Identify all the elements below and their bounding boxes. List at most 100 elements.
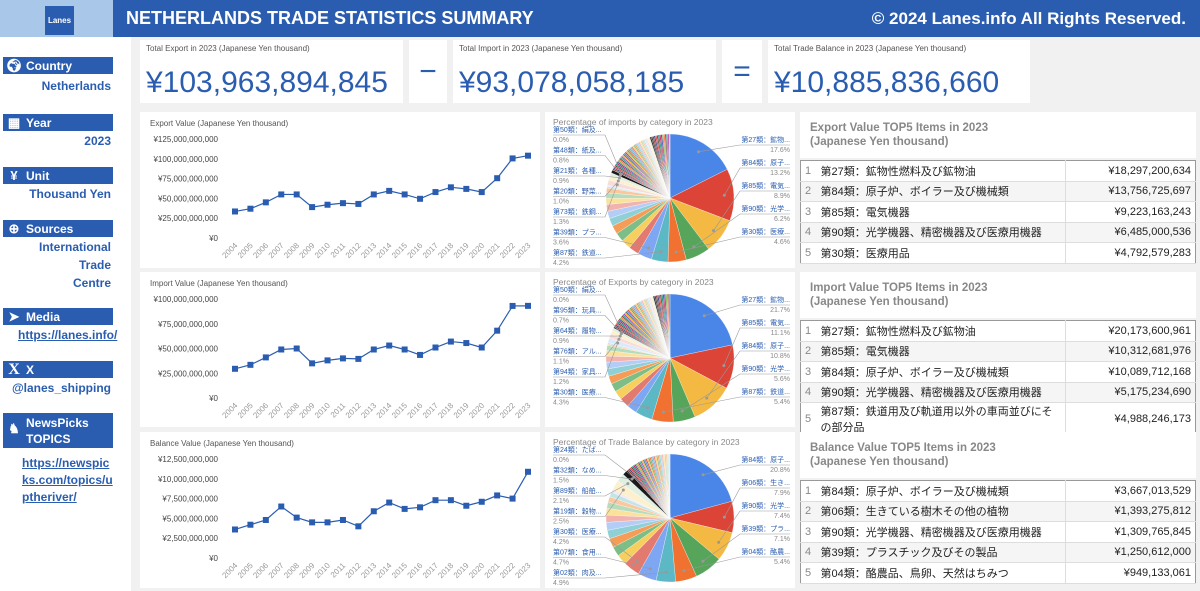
lanes-logo[interactable]: Lanes	[45, 6, 74, 35]
y-tick-label: ¥100,000,000,000	[152, 295, 218, 304]
data-point	[432, 344, 439, 351]
x-tick-label: 2012	[344, 401, 363, 420]
sources-header: ⊕ Sources	[3, 220, 113, 237]
data-point	[432, 189, 439, 196]
x-tick-label: 2015	[390, 561, 409, 580]
x-tick-label: 2009	[298, 561, 317, 580]
source-line: International	[38, 240, 111, 254]
data-point	[401, 346, 408, 353]
cell-value: ¥18,297,200,634	[1065, 160, 1196, 182]
x-tick-label: 2023	[513, 241, 532, 260]
data-point	[309, 360, 316, 367]
slice-percent: 4.6%	[774, 239, 790, 246]
kpi-value: ¥10,885,836,660	[774, 66, 1000, 99]
x-tick-label: 2023	[513, 401, 532, 420]
data-point	[355, 523, 362, 530]
country-label: Country	[26, 58, 72, 73]
x-tick-label: 2010	[313, 241, 332, 260]
leader-dot	[702, 314, 706, 318]
data-point	[417, 195, 424, 202]
newspicks-link[interactable]: https://newspic ks.com/topics/u ptheriver/	[22, 455, 113, 506]
x-tick-label: 2010	[313, 561, 332, 580]
export-pie-chart: Percentage of Exports by category in 202…	[545, 272, 795, 427]
leader-line	[553, 315, 622, 334]
leader-line	[553, 339, 620, 357]
data-point	[509, 302, 516, 309]
x-tick-label: 2022	[498, 561, 517, 580]
y-tick-label: ¥0	[208, 554, 218, 563]
data-point	[525, 152, 531, 159]
media-link[interactable]: https://lanes.info/	[18, 328, 118, 342]
data-point	[447, 497, 454, 504]
x-tick-label: 2014	[375, 401, 394, 420]
import-top5-title: Import Value TOP5 Items in 2023 (Japanese…	[800, 272, 1196, 318]
leader-dot	[722, 193, 726, 197]
slice-label: 第20類：野菜...	[553, 187, 602, 196]
import-pie-chart: Percentage of imports by category in 202…	[545, 112, 795, 268]
x-tick-label: 2017	[421, 401, 440, 420]
x-handle[interactable]: @lanes_shipping	[11, 381, 111, 395]
link-line[interactable]: https://newspic	[22, 456, 110, 470]
slice-label: 第90類：光学...	[741, 364, 790, 373]
cell-rank: 4	[800, 542, 817, 563]
leader-line	[553, 175, 620, 179]
data-point	[324, 519, 331, 526]
cell-value: ¥10,089,712,168	[1065, 361, 1196, 383]
leader-line	[553, 294, 623, 333]
slice-label: 第48類：紙及...	[553, 146, 602, 155]
cell-item: 第85類：電気機器	[816, 341, 1066, 362]
data-point	[447, 184, 454, 191]
leader-line	[553, 397, 648, 408]
import-top5-table: 1 第27類：鉱物性燃料及び鉱物油 ¥20,173,600,961 2 第85類：電気機…	[800, 320, 1196, 436]
slice-percent: 4.3%	[553, 400, 569, 407]
leader-line	[698, 144, 790, 153]
slice-percent: 7.9%	[774, 490, 790, 497]
data-point	[309, 519, 316, 526]
leader-dot	[646, 406, 650, 410]
unit-value: Thousand Yen	[29, 187, 111, 201]
cell-rank: 5	[800, 402, 817, 436]
x-tick-label: 2009	[298, 241, 317, 260]
x-tick-label: 2017	[421, 561, 440, 580]
link-line[interactable]: ptheriver/	[22, 490, 77, 504]
y-tick-label: ¥2,500,000,000	[161, 534, 218, 543]
slice-label: 第30類：医療...	[741, 227, 790, 236]
chart-title: Import Value (Japanese Yen thousand)	[150, 279, 288, 288]
data-point	[262, 354, 269, 361]
zebra-icon: ♞	[8, 421, 20, 436]
slice-label: 第90類：光学...	[741, 501, 790, 510]
leader-dot	[615, 183, 619, 187]
x-tick-label: 2004	[220, 241, 239, 260]
slice-percent: 3.6%	[553, 240, 569, 247]
globe-search-icon: ⊕	[8, 220, 20, 236]
series-line	[234, 155, 529, 213]
x-tick-label: 2021	[483, 401, 502, 420]
cell-item: 第87類：鉄道用及び軌道用以外の車両並びにその部分品	[816, 402, 1066, 436]
cell-item: 第85類：電気機器	[816, 201, 1066, 223]
link-line[interactable]: ks.com/topics/u	[22, 473, 113, 487]
balance-top5-table: 1 第84類：原子炉、ボイラー及び機械類 ¥3,667,013,529 2 第06類：生…	[800, 480, 1196, 584]
x-tick-label: 2019	[452, 241, 471, 260]
x-tick-label: 2007	[267, 241, 286, 260]
cell-item: 第39類：プラスチック及びその製品	[816, 542, 1066, 563]
leader-line	[553, 237, 649, 249]
x-tick-label: 2016	[406, 241, 425, 260]
x-tick-label: 2005	[236, 401, 255, 420]
leader-dot	[674, 250, 678, 254]
slice-label: 第85類：電気...	[741, 318, 790, 327]
kpi-total-import: Total Import in 2023 (Japanese Yen thous…	[453, 40, 716, 103]
x-tick-label: 2006	[251, 241, 270, 260]
slice-percent: 0.8%	[553, 158, 569, 165]
table-row: 4 第90類：光学機器、精密機器及び医療用機器 ¥6,485,000,536	[800, 222, 1196, 243]
data-point	[525, 302, 531, 309]
data-point	[247, 205, 254, 212]
equals-operator: =	[722, 40, 762, 103]
data-point	[278, 503, 285, 510]
slice-label: 第30類：医療...	[553, 388, 602, 397]
cell-value: ¥13,756,725,697	[1065, 181, 1196, 202]
x-tick-label: 2013	[359, 241, 378, 260]
table-row: 2 第84類：原子炉、ボイラー及び機械類 ¥13,756,725,697	[800, 181, 1196, 202]
slice-percent: 21.7%	[770, 307, 790, 314]
sidebar: 🌍︎ Country Netherlands ▦ Year 2023 ¥ Unit T…	[0, 37, 131, 591]
leader-dot	[635, 559, 639, 563]
